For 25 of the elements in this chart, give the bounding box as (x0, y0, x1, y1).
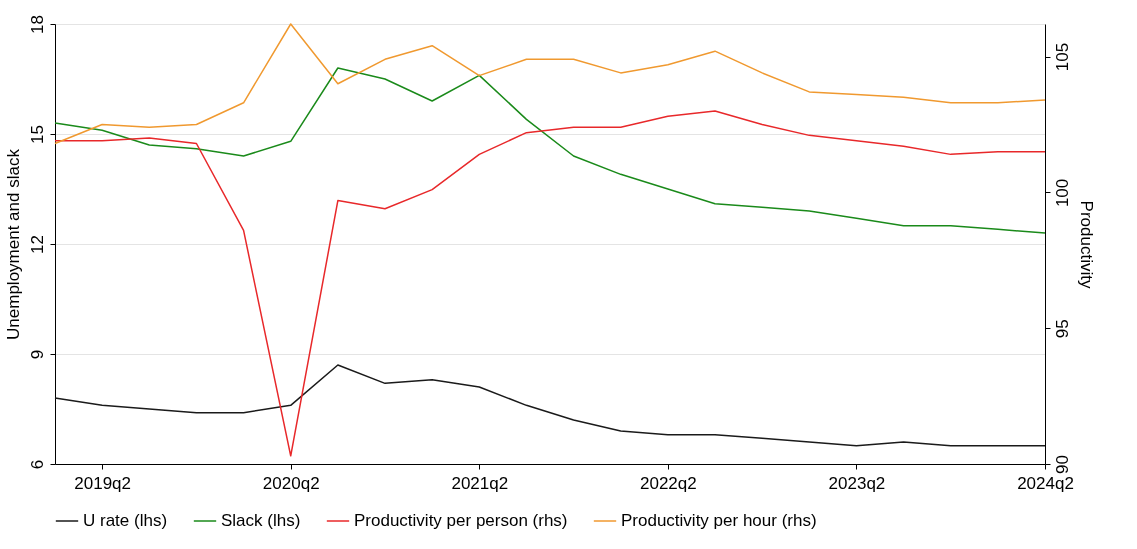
y2-tick-label: 105 (1052, 42, 1072, 72)
y-tick-label: 12 (27, 235, 47, 254)
x-tick-label: 2022q2 (639, 473, 697, 493)
line-series (54, 67, 1046, 234)
y2-axis-title: Productivity (1076, 200, 1096, 289)
x-tick-label: 2024q2 (1017, 473, 1074, 493)
y-tick-label: 6 (27, 459, 47, 470)
line-series (54, 23, 1046, 145)
y2-tick-label: 100 (1052, 178, 1072, 208)
y-axis-title: Unemployment and slack (3, 148, 23, 340)
line-series (54, 364, 1046, 447)
x-tick-label: 2021q2 (451, 473, 509, 493)
line-series (54, 110, 1046, 457)
y-tick-label: 18 (27, 15, 47, 34)
x-tick-label: 2023q2 (828, 473, 886, 493)
y-tick-label: 15 (27, 125, 47, 144)
legend-label: Slack (lhs) (221, 511, 301, 530)
legend-label: Productivity per person (rhs) (354, 511, 568, 530)
x-tick-label: 2019q2 (74, 473, 132, 493)
y-tick-label: 9 (27, 349, 47, 360)
x-tick-label: 2020q2 (262, 473, 320, 493)
y2-tick-label: 90 (1052, 455, 1072, 474)
legend-label: U rate (lhs) (83, 511, 168, 530)
y2-tick-label: 95 (1052, 319, 1072, 339)
legend-label: Productivity per hour (rhs) (621, 511, 817, 530)
